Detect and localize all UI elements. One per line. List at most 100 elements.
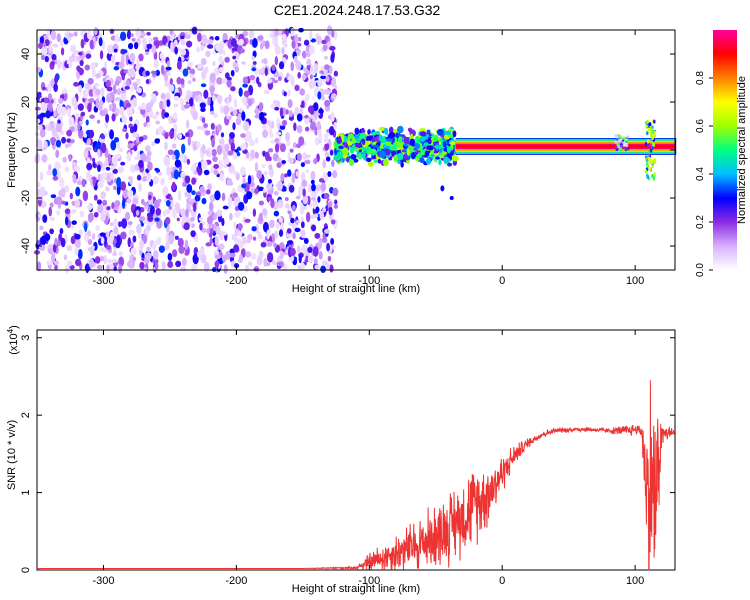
spectrogram-cell: [171, 181, 176, 192]
spectrogram-cell: [122, 188, 129, 199]
spectrogram-cell: [181, 143, 186, 154]
spectrogram-cell: [302, 188, 306, 197]
spectrogram-cell: [316, 120, 321, 131]
spectrogram-cell: [333, 30, 338, 40]
spectrogram-cell: [315, 184, 322, 191]
spectrogram-cell: [218, 173, 225, 182]
spectrogram-cell: [251, 55, 255, 60]
spectrogram-cell: [200, 107, 206, 113]
spectrogram-cell: [312, 246, 319, 257]
spectrogram-cell: [180, 35, 185, 40]
spectrogram-cell: [196, 46, 200, 53]
spectrogram-cell: [300, 162, 306, 168]
spectrogram-cell: [88, 258, 95, 269]
spectrogram-cell: [326, 242, 331, 252]
spectrogram-cell: [361, 151, 366, 159]
spectrogram-cell: [89, 114, 95, 119]
spectrogram-cell: [209, 72, 216, 84]
spectrogram-cell: [297, 245, 301, 254]
spectrogram-cell: [286, 228, 292, 234]
spectrogram-cell: [85, 53, 92, 59]
spectrogram-cell: [229, 212, 233, 221]
spectrogram-cell: [133, 145, 138, 152]
spectrogram-cell: [309, 45, 315, 55]
spectrogram-cell: [74, 165, 81, 172]
spectrogram-cell: [113, 66, 120, 71]
spectrogram-cell: [626, 146, 630, 150]
spectrogram-cell: [100, 142, 107, 154]
spectrogram-cell: [132, 197, 139, 205]
spectrogram-cell: [299, 206, 304, 215]
spectrogram-cell: [73, 81, 79, 87]
spectrogram-cell: [140, 102, 146, 110]
spectrogram-cell: [320, 182, 327, 192]
spectrogram-cell: [322, 158, 327, 169]
spectrogram-cell: [216, 77, 223, 85]
spectrogram-cell: [163, 141, 168, 151]
spectrogram-cell: [100, 237, 105, 245]
spectrogram-cell: [64, 216, 69, 226]
spectrogram-cell: [83, 148, 89, 159]
spectrogram-cell: [186, 158, 191, 165]
spectrogram-cell: [333, 204, 339, 209]
spectrogram-cell: [98, 37, 103, 47]
spectrogram-cell: [62, 156, 67, 163]
spectrogram-cell: [152, 175, 159, 185]
spectrogram-cell: [442, 140, 447, 148]
spectrogram-cell: [219, 105, 225, 114]
spectrogram-cell: [120, 231, 127, 240]
spectrogram-cell: [133, 41, 139, 50]
spectrogram-cell: [169, 30, 174, 35]
spectrogram-cell: [261, 66, 265, 76]
spectrogram-cell: [163, 99, 167, 109]
spectrogram-cell: [331, 78, 336, 86]
spectrogram-cell: [614, 134, 618, 138]
spectrogram-cell: [622, 136, 626, 140]
spectrogram-cell: [74, 247, 79, 256]
spectrogram-cell: [201, 117, 206, 124]
spectrogram-cell: [97, 180, 104, 189]
spectrogram-cell: [307, 105, 315, 114]
spectrogram-cell: [190, 216, 195, 222]
spectrogram-cell: [155, 111, 160, 116]
spectrogram-cell: [106, 264, 110, 275]
spectrogram-cell: [283, 186, 287, 192]
spectrogram-cell: [435, 156, 441, 160]
spectrogram-cell: [270, 103, 276, 109]
spectrogram-cell: [99, 110, 106, 117]
spectrogram-cell: [283, 91, 287, 97]
spectrogram-cell: [104, 186, 110, 192]
spectrogram-cell: [106, 236, 114, 245]
spectrogram-cell: [276, 162, 282, 168]
spectrogram-cell: [218, 259, 224, 265]
spectrogram-cell: [259, 111, 265, 122]
spectrogram-cell: [447, 162, 453, 167]
snr-panel: -300 -200 -100 0 100 0 1 2 3 Height of straight…: [6, 325, 676, 595]
spectrogram-cell: [171, 154, 176, 161]
spectrogram-cell: [294, 84, 300, 92]
spectrogram-cell: [47, 83, 52, 93]
spectrogram-cell: [214, 36, 220, 41]
spectrogram-cell: [293, 55, 298, 63]
spectrogram-cell: [171, 249, 178, 258]
spectrogram-cell: [134, 163, 140, 171]
spectrogram-cell: [214, 254, 221, 260]
spectrogram-cell: [645, 131, 649, 136]
spectrogram-cell: [105, 244, 112, 250]
spectrogram-cell: [56, 104, 62, 115]
spectrogram-cell: [252, 208, 257, 217]
spectrogram-cell: [646, 164, 650, 169]
spectrogram-cell: [212, 213, 218, 221]
spectrogram-cell: [288, 157, 294, 164]
spectrogram-cell: [292, 142, 297, 149]
spectrogram-cell: [146, 224, 152, 232]
spectrogram-cell: [43, 34, 48, 40]
spectrogram-cell: [74, 233, 81, 240]
spectrogram-cell: [109, 129, 115, 140]
spectrogram-cell: [192, 111, 199, 121]
spectrogram-cell: [338, 145, 344, 150]
spectrogram-cell: [264, 151, 270, 162]
spectrogram-cell: [346, 140, 353, 146]
spectrogram-cell: [145, 79, 150, 85]
spectrogram-cell: [39, 112, 47, 118]
